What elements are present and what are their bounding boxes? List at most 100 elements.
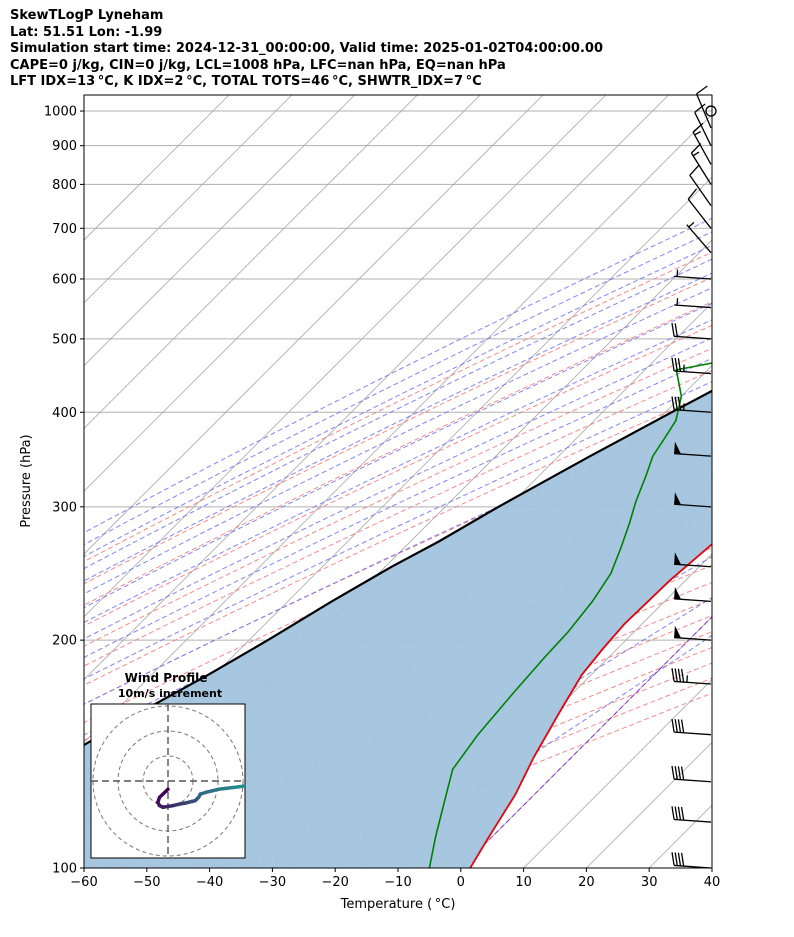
barb-full (674, 806, 678, 820)
barb-shaft (674, 335, 712, 340)
barb-full (692, 122, 704, 133)
y-tick-label: 800 (52, 178, 77, 193)
wind-barb (695, 85, 712, 129)
barb-shaft (674, 731, 712, 736)
chart-title: SkewTLogP Lyneham (10, 8, 164, 23)
wind-barb (674, 269, 712, 280)
barb-full (674, 719, 678, 733)
isotherm-line (84, 95, 418, 429)
barb-shaft (674, 275, 712, 280)
dry-adiabat (84, 347, 712, 647)
wind-barb (671, 668, 712, 685)
isotherm-line (460, 616, 712, 868)
barb-half (688, 221, 695, 228)
barb-flag (674, 552, 682, 565)
moist-adiabat (84, 272, 712, 582)
barb-full (680, 806, 685, 821)
isotherm-line (84, 95, 669, 681)
barb-full (677, 766, 682, 780)
barb-shaft (694, 112, 712, 146)
dry-adiabat (84, 370, 712, 667)
y-tick-label: 600 (52, 272, 77, 287)
isotherm-line (84, 95, 544, 555)
isotherm-line (84, 95, 607, 618)
y-tick-label: 1000 (44, 105, 77, 120)
wind-barb (671, 396, 712, 413)
time-line: Simulation start time: 2024-12-31_00:00:… (10, 41, 603, 57)
moist-adiabat (84, 357, 712, 658)
barb-full (671, 806, 675, 820)
axes: −60 −50 −40 −30 −20 −10 0 10 20 30 40 100 200 300 400 5… (44, 105, 720, 890)
moist-adiabat (84, 381, 712, 680)
barb-shaft (690, 152, 712, 185)
barb-shaft (689, 174, 712, 206)
barb-full (674, 323, 678, 337)
wind-barb (674, 552, 712, 568)
barb-full (671, 396, 675, 410)
x-tick-label: 0 (457, 875, 465, 890)
barb-full (680, 766, 685, 780)
barb-shaft (674, 598, 712, 603)
y-tick-label: 100 (52, 862, 77, 877)
wind-barb (674, 586, 712, 603)
inset-title: Wind Profile (125, 671, 208, 685)
x-tick-label: −40 (196, 875, 223, 890)
barb-full (671, 718, 675, 733)
x-tick-label: −30 (259, 875, 286, 890)
wind-barb (687, 188, 712, 229)
y-tick-label: 900 (52, 139, 77, 154)
wind-barb (671, 357, 712, 375)
moist-adiabat (84, 302, 712, 609)
barb-full (677, 396, 682, 411)
indices-line: CAPE=0 j/kg, CIN=0 j/kg, LCL=1008 hPa, L… (10, 57, 506, 73)
isotherm-line (84, 95, 481, 492)
barb-full (687, 188, 698, 200)
barb-full (674, 357, 678, 372)
wind-barb (671, 806, 712, 823)
wind-barb (671, 765, 712, 783)
moist-adiabat (84, 231, 712, 546)
barb-full (671, 668, 675, 682)
barb-full (690, 143, 702, 154)
wind-barb (674, 298, 712, 309)
x-tick-label: 40 (704, 875, 721, 890)
wind-barb (705, 105, 717, 117)
dry-adiabat (84, 251, 712, 563)
x-tick-label: 30 (641, 875, 658, 890)
barb-shaft (686, 224, 712, 254)
calm-circle (705, 105, 717, 117)
barb-shaft (687, 198, 712, 229)
y-tick-label: 700 (52, 222, 77, 237)
wind-barb (689, 164, 712, 206)
chart-header: SkewTLogP Lyneham Lat: 51.51 Lon: -1.99 … (10, 8, 603, 91)
moist-adiabat (84, 319, 712, 623)
barb-flag (674, 441, 682, 455)
barb-full (680, 668, 685, 683)
barb-full (677, 719, 682, 733)
wind-barb (671, 852, 712, 869)
hodograph (91, 704, 245, 858)
moist-adiabat (84, 244, 712, 558)
barb-full (671, 765, 675, 780)
barb-full (680, 852, 685, 867)
barb-shaft (674, 503, 712, 508)
barb-full (674, 852, 678, 866)
barb-flag (674, 492, 682, 505)
barb-full (677, 852, 682, 866)
y-tick-label: 300 (52, 500, 77, 515)
dry-adiabat (84, 412, 712, 705)
isotherm-line (523, 679, 712, 868)
wind-barb (674, 441, 712, 457)
barb-full (694, 103, 706, 113)
barb-full (674, 668, 678, 682)
stability-line: LFT IDX=13 °C, K IDX=2 °C, TOTAL TOTS=46… (10, 74, 482, 90)
barb-shaft (695, 93, 712, 129)
barb-full (671, 323, 675, 337)
barb-full (696, 85, 708, 95)
inset-subtitle: 10m/s increment (118, 687, 222, 700)
barb-shaft (674, 680, 712, 685)
barb-shaft (674, 304, 712, 309)
barb-full (680, 719, 685, 733)
barb-shaft (674, 778, 712, 783)
barb-half (694, 130, 702, 136)
